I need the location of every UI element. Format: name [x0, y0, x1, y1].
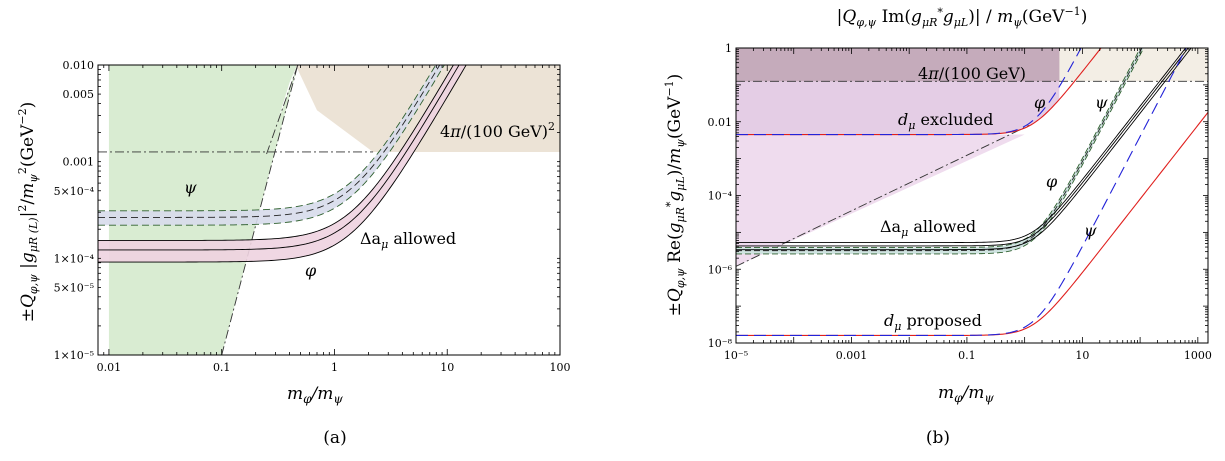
panel-a-perturbativity-label: 4π/(100 GeV)2 [440, 120, 555, 141]
band-phi-central-line [736, 48, 1189, 247]
band-phi-lower-line [736, 48, 1192, 251]
band-psi-lower-line [736, 48, 1145, 255]
band-psi-lower-line [98, 65, 445, 226]
x-tick-label: 10⁻⁵ [724, 349, 748, 362]
x-tick-label: 0.001 [836, 349, 868, 362]
region-wedge [736, 134, 1025, 267]
y-tick-label: 0.01 [708, 116, 733, 129]
x-tick-label: 0.1 [213, 361, 231, 374]
y-tick-label: 5×10⁻⁵ [54, 281, 94, 294]
y-tick-label: 0.001 [63, 156, 95, 169]
y-tick-label: 5×10⁻⁴ [54, 185, 95, 198]
y-tick-label: 10⁻⁶ [708, 263, 733, 276]
green-boundary-upper [266, 65, 299, 155]
panel-a: 0.01 0.1 1 10 100 1×10⁻⁵ 5×10⁻⁵ 1×10⁻⁴ 5×10⁻⁴ 0.0… [16, 59, 571, 448]
band-phi-upper-line [736, 48, 1187, 243]
panel-b-x-axis-label: mφ/mψ [938, 383, 994, 405]
y-tick-label: 1 [725, 42, 732, 55]
x-tick-label: 100 [550, 361, 571, 374]
panel-b-proposed-label: dμ proposed [884, 311, 982, 333]
y-tick-label: 1×10⁻⁴ [54, 252, 95, 265]
y-tick-label: 0.005 [63, 88, 95, 101]
y-tick-label: 10⁻⁴ [708, 190, 733, 203]
x-tick-label: 0.1 [958, 349, 976, 362]
panel-b-caption: (b) [926, 428, 950, 448]
x-tick-label: 10 [1075, 349, 1089, 362]
panel-b-phi-label-top: φ [1034, 93, 1046, 112]
band-phi-lower-line [98, 65, 467, 263]
x-tick-label: 1 [331, 361, 338, 374]
panel-b-phi-label-mid: φ [1046, 172, 1058, 191]
panel-b-psi-label-top: ψ [1095, 93, 1108, 112]
panel-b-y-axis-label: ±Qφ,ψ Re(gμR*gμL)/mψ(GeV−1) [663, 74, 687, 317]
panel-b-top-label: |Qφ,ψ Im(gμR*gμL)| / mψ(GeV−1) [837, 5, 1088, 29]
panel-a-caption: (a) [323, 428, 346, 448]
x-tick-label: 1000 [1184, 349, 1212, 362]
region-green [108, 65, 298, 355]
panel-b-excluded-label: dμ excluded [898, 110, 993, 132]
band-psi-fill [98, 65, 445, 226]
y-tick-label: 10⁻⁸ [708, 337, 733, 350]
band-psi-upper-line [98, 65, 437, 212]
panel-a-phi-label: φ [305, 261, 317, 280]
y-tick-label: 0.010 [63, 59, 95, 72]
x-tick-label: 10 [440, 361, 454, 374]
panel-b-perturbativity-label: 4π/(100 GeV) [918, 64, 1026, 83]
x-tick-label: 0.01 [97, 361, 122, 374]
panel-a-y-axis-label: ±Qφ,ψ |gμR (L)|2/mψ2(GeV−2) [16, 102, 40, 323]
y-tick-label: 1×10⁻⁵ [54, 349, 94, 362]
panel-a-psi-label: ψ [184, 178, 197, 197]
panel-b-allowed-label: Δaμ allowed [880, 217, 976, 239]
panel-b-psi-label-mid: ψ [1084, 221, 1097, 240]
band-phi-central-line [98, 65, 460, 251]
band-psi-upper-line [736, 48, 1141, 248]
band-psi-central-line [98, 65, 441, 218]
region-overlap [736, 48, 1060, 82]
panel-b: 10⁻⁵ 0.001 0.1 10 1000 10⁻⁸ 10⁻⁶ 10⁻⁴ 0.01 1 |Qφ,… [663, 5, 1212, 448]
band-phi-upper-line [98, 65, 454, 241]
band-psi-central-line [736, 48, 1143, 252]
panel-a-allowed-label: Δaμ allowed [360, 229, 456, 251]
edm-psi-proposed-line [736, 48, 1187, 337]
edm-psi-excluded-line [736, 48, 1082, 136]
panel-a-x-axis-label: mφ/mψ [287, 384, 343, 406]
